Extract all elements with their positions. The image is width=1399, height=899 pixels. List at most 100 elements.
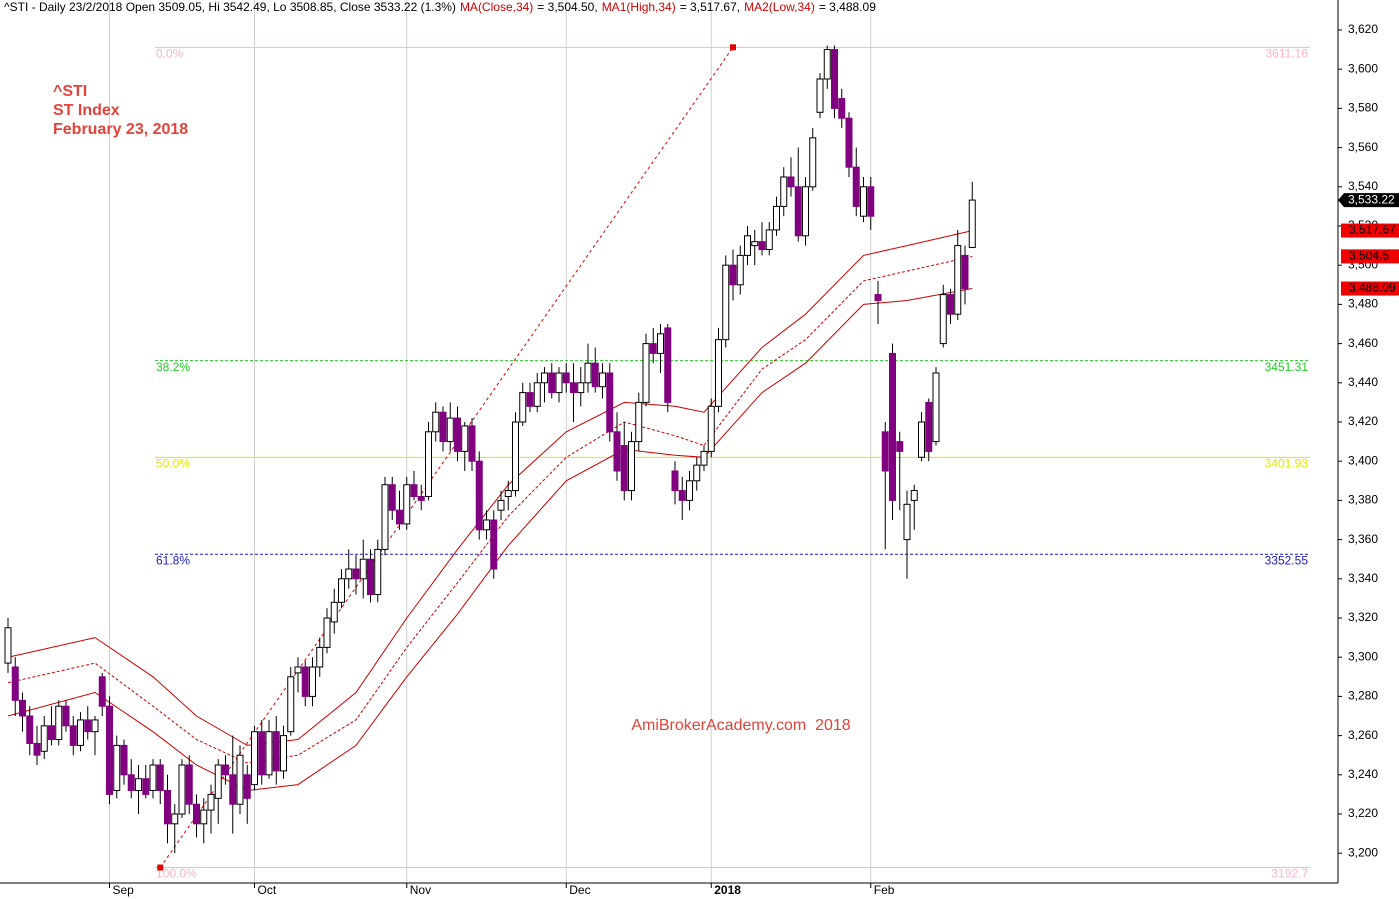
candle-body [939,294,947,345]
candle-body [454,417,461,452]
candle-body [758,241,766,251]
candle-body [309,666,316,697]
watermark: AmiBrokerAcademy.com 2018 [631,717,850,734]
candle-body [628,441,635,492]
fib-pct: 0.0% [156,46,184,60]
header-part: = 3,504.50, [537,0,597,14]
header-part: = 3,517.67, [680,0,740,14]
y-tick-label: 3,380 [1348,493,1378,507]
candle-body [91,719,99,733]
candle-body [845,117,853,168]
candle-body [425,431,432,497]
candle-body [287,676,295,733]
moving-average [7,288,973,792]
candle-body [48,725,55,741]
candle-body [555,372,563,394]
candle-body [533,382,541,407]
y-tick-label: 3,560 [1348,140,1378,154]
candle-body [135,778,142,791]
fib-pct: 100.0% [156,867,197,881]
header: ^STI - Daily 23/2/2018 Open 3509.05, Hi … [4,0,876,14]
candle-body [265,731,273,776]
ma-label-box [1341,249,1399,264]
fib-anchor [157,864,164,871]
candle-body [548,372,556,394]
candle-body [55,705,63,741]
x-tick-label: Sep [113,883,135,897]
candle-body [461,425,469,452]
candle-body [330,601,338,623]
fib-trend [159,47,734,868]
candle-body [773,205,780,231]
candle-body [715,339,722,407]
y-tick-label: 3,480 [1348,297,1378,311]
fib-value: 3611.16 [1266,46,1309,60]
candle-body [40,725,48,752]
candle-body [707,405,715,452]
candle-body [432,411,440,433]
candle-body [468,425,476,462]
candle-body [338,578,345,603]
candle-body [577,382,585,394]
candle-body [345,568,353,580]
fib-value: 3352.55 [1265,553,1309,567]
fib-anchor [730,44,736,51]
candle-body [744,235,751,256]
header-part: = 3,488.09 [819,0,876,14]
y-tick-label: 3,420 [1348,414,1378,428]
candle-body [19,699,26,717]
ma-label: 3,488.09 [1349,281,1396,295]
candle-body [860,186,867,217]
candle-body [802,186,809,237]
x-tick-label: Dec [569,883,590,897]
x-tick-label: Feb [874,883,895,897]
candle-body [751,241,759,247]
candle-body [787,176,795,188]
candle-body [374,548,382,595]
candle-body [852,166,860,207]
x-tick-label: 2018 [714,883,741,897]
candle-body [722,264,730,341]
candle-body [562,372,570,384]
candle-body [736,254,744,286]
candle-body [156,764,164,791]
fibonacci: 0.0% 3611.16 38.2% 3451.31 50.0% 3401.93 61.8%… [155,44,1310,881]
candle-body [910,490,918,501]
y-tick-label: 3,260 [1348,728,1378,742]
candle-body [127,774,135,791]
y-tick-label: 3,300 [1348,649,1378,663]
candle-body [961,254,969,290]
candle-body [881,431,889,472]
candle-body [483,519,490,531]
fib-value: 3401.93 [1265,457,1309,471]
candle-body [171,813,179,825]
candle-body [932,372,940,443]
candle-body [207,793,215,811]
candle-body [671,470,679,492]
y-tick-label: 3,440 [1348,375,1378,389]
candle-body [599,372,606,388]
candle-body [222,764,229,776]
candle-body [526,392,534,407]
annotation: ^STI [53,83,87,100]
candle-body [4,627,12,664]
candle-body [200,809,208,825]
candle-body [729,264,737,286]
candle-body [903,503,911,541]
candle-body [954,245,962,315]
header-part: MA2(Low,34) [744,0,815,14]
candle-body [686,480,693,501]
candle-body [823,49,831,80]
candle-body [316,646,324,668]
price-labels: 3,517.67 3,504.5 3,488.09 3,533.22 [1338,192,1399,296]
candle-body [272,731,280,772]
candle-body [229,774,237,805]
candle-body [359,558,367,580]
candle-body [613,431,621,472]
candle-body [106,705,113,795]
candle-body [497,499,505,511]
candle-body [584,362,592,384]
y-tick-label: 3,400 [1348,453,1378,467]
